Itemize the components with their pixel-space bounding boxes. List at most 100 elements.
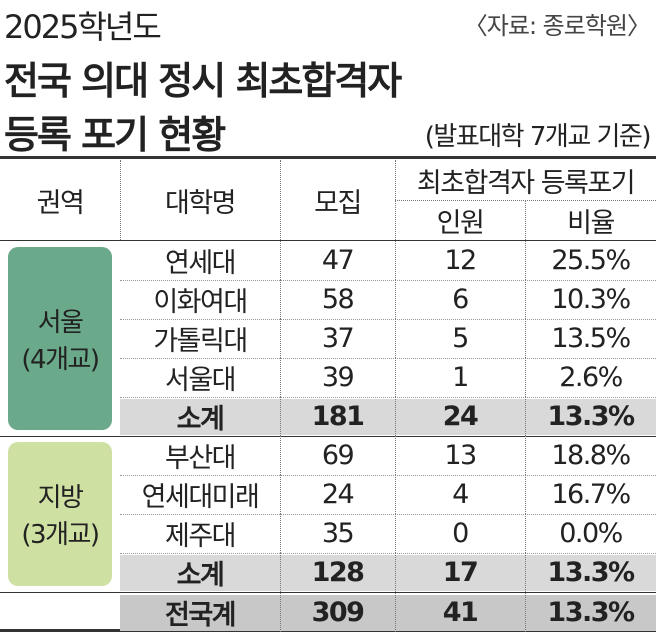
rule <box>120 319 656 320</box>
rule <box>280 319 281 358</box>
cell: 13 <box>444 440 477 471</box>
region-note: (3개교) <box>21 520 100 550</box>
cell: 309 <box>311 597 365 628</box>
cell: 24 <box>442 401 479 432</box>
rule <box>0 436 656 437</box>
row-background <box>120 555 656 591</box>
rule <box>280 553 281 592</box>
cell: 이화여대 <box>153 287 248 318</box>
rule <box>395 514 396 553</box>
cell: 69 <box>321 440 355 471</box>
rule <box>525 319 526 358</box>
rule <box>280 358 281 397</box>
row-background <box>120 399 656 435</box>
rule <box>395 358 396 397</box>
cell: 가톨릭대 <box>153 326 248 357</box>
rule <box>280 241 281 280</box>
rule <box>120 160 121 240</box>
cell: 181 <box>311 401 365 432</box>
rule <box>395 593 396 632</box>
region: 지방 <box>37 483 84 513</box>
cell: 17 <box>442 557 479 588</box>
subtitle: (발표대학 7개교 기준) <box>424 122 652 152</box>
region-box: 지방 (3개교) <box>8 442 112 586</box>
cell: 소계 <box>176 404 225 435</box>
rule <box>395 397 396 436</box>
rule <box>395 241 396 280</box>
rule <box>280 160 281 240</box>
cell: 10.3% <box>551 284 631 315</box>
cell: 12 <box>444 245 477 276</box>
cell: 4 <box>452 479 469 510</box>
rule <box>525 358 526 397</box>
column-header: 대학명 <box>164 187 237 219</box>
rule <box>525 593 526 632</box>
column-header: 비율 <box>567 207 615 239</box>
rule <box>525 553 526 592</box>
rule <box>0 592 656 593</box>
rule <box>120 514 656 515</box>
rule <box>525 280 526 319</box>
cell: 47 <box>321 245 355 276</box>
cell: 제주대 <box>164 521 237 552</box>
cell: 5 <box>452 323 469 354</box>
rule <box>525 200 526 240</box>
cell: 소계 <box>176 560 225 591</box>
region: 서울 <box>37 307 84 338</box>
column-header: 최초합격자 등록포기 <box>416 167 636 199</box>
title-line: 전국 의대 정시 최초합격자 <box>4 59 402 103</box>
rule <box>0 156 656 159</box>
cell: 25.5% <box>551 245 631 276</box>
cell: 13.5% <box>551 323 631 354</box>
rule <box>120 280 656 281</box>
rule <box>280 514 281 553</box>
cell: 24 <box>321 479 355 510</box>
rule <box>280 475 281 514</box>
rule <box>395 160 396 240</box>
cell: 37 <box>321 323 355 354</box>
cell: 전국계 <box>164 600 237 631</box>
cell: 13.3% <box>547 557 635 588</box>
cell: 서울대 <box>164 365 237 396</box>
row-background <box>120 595 656 631</box>
rule <box>395 436 396 475</box>
rule <box>395 319 396 358</box>
rule <box>280 280 281 319</box>
cell: 연세대 <box>164 248 237 279</box>
rule <box>525 436 526 475</box>
rule <box>280 397 281 436</box>
rule <box>280 436 281 475</box>
cell: 58 <box>321 284 355 315</box>
rule <box>395 475 396 514</box>
rule <box>525 514 526 553</box>
cell: 1 <box>452 362 469 393</box>
rule <box>525 475 526 514</box>
cell: 13.3% <box>547 401 635 432</box>
rule <box>120 358 656 359</box>
cell: 35 <box>321 518 355 549</box>
rule <box>280 593 281 632</box>
cell: 16.7% <box>551 479 631 510</box>
cell: 6 <box>452 284 469 315</box>
cell: 0 <box>452 518 469 549</box>
cell: 13.3% <box>547 597 635 628</box>
cell: 128 <box>311 557 365 588</box>
rule <box>120 397 656 398</box>
rule <box>525 241 526 280</box>
rule <box>120 475 656 476</box>
column-header: 권역 <box>36 187 85 219</box>
region-note: (4개교) <box>21 344 100 375</box>
title-line: 등록 포기 현황 <box>4 113 226 157</box>
cell: 41 <box>442 597 479 628</box>
cell: 2.6% <box>559 362 623 393</box>
rule <box>525 397 526 436</box>
cell: 18.8% <box>551 440 631 471</box>
rule <box>0 240 656 241</box>
cell: 39 <box>321 362 355 393</box>
cell: 부산대 <box>164 443 237 474</box>
rule <box>395 553 396 592</box>
region-box: 서울 (4개교) <box>8 247 112 430</box>
column-header: 인원 <box>436 207 485 239</box>
source: 〈자료: 종로학원〉 <box>463 12 651 40</box>
